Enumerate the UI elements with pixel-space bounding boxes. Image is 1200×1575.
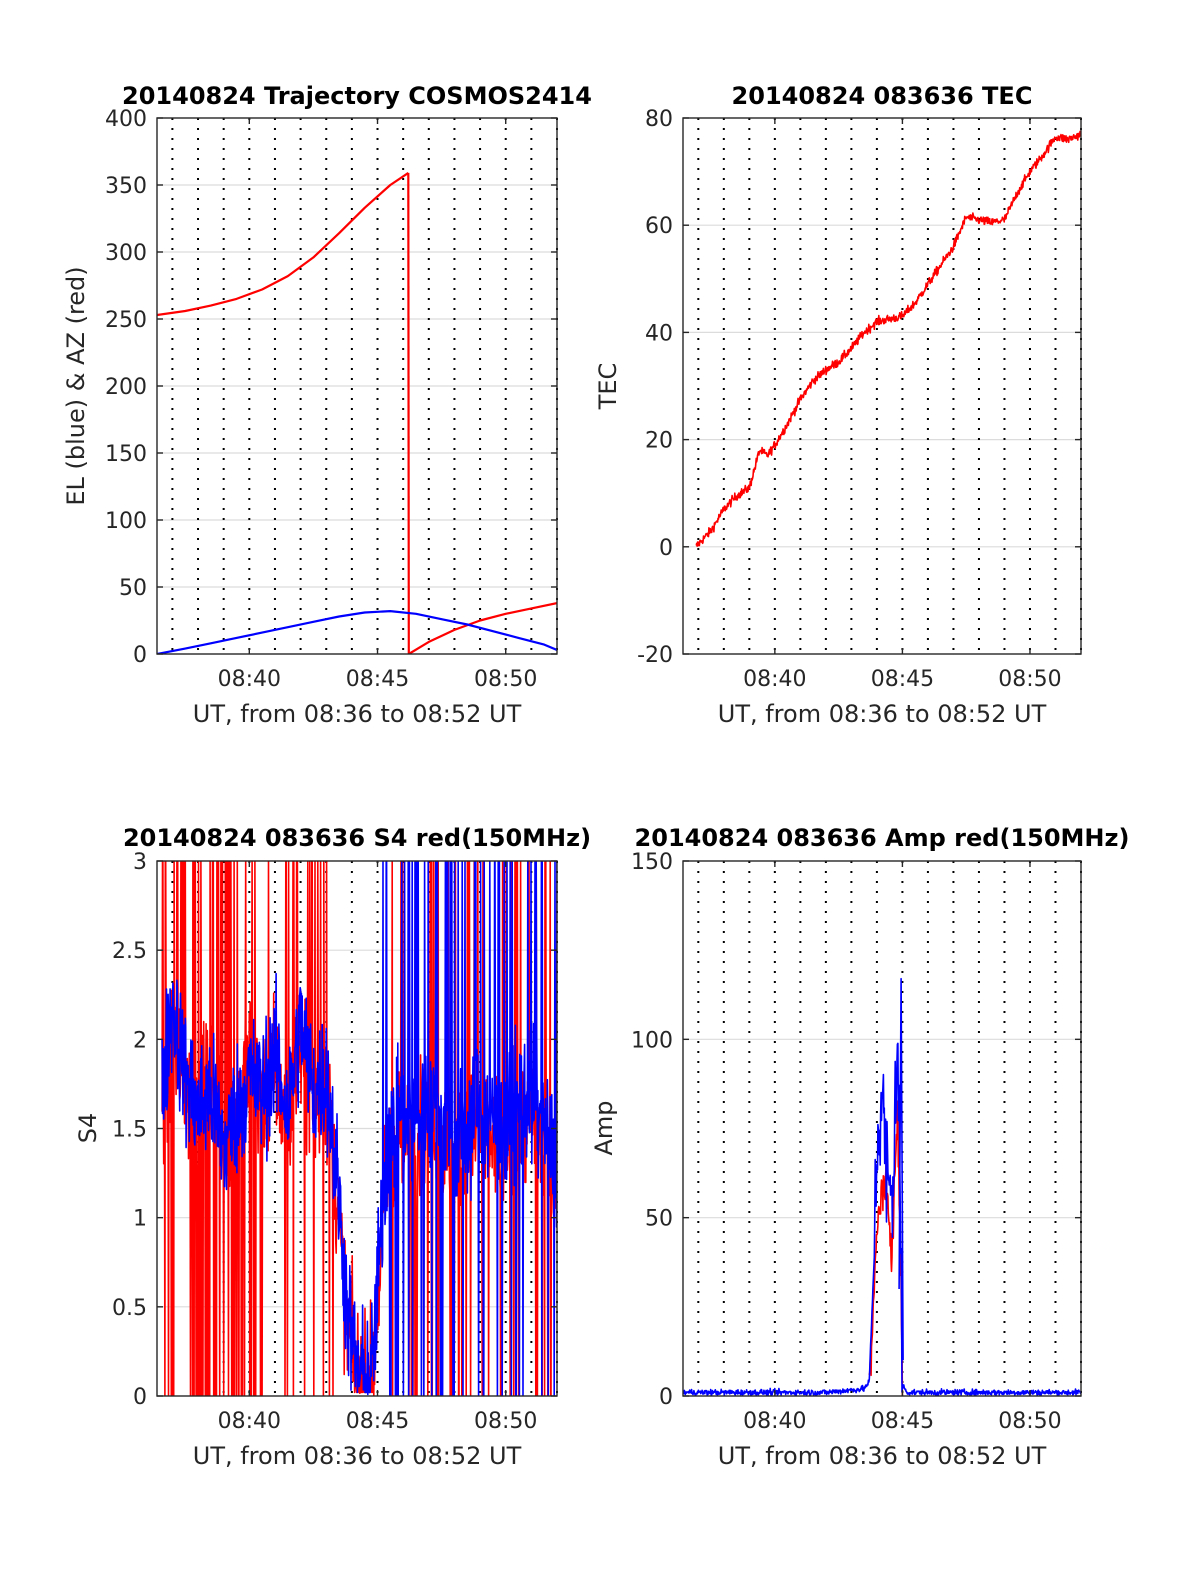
amp-ticks: 0 50 100 150 08:40 08:45 08:50 [631,850,1081,1434]
s4-data [161,861,557,1396]
tec-ytick-label-3: 40 [645,321,673,346]
amp-xtick-label-0: 08:40 [743,1409,806,1434]
trajectory-ytick-label-8: 400 [105,107,147,132]
amp-xlabel: UT, from 08:36 to 08:52 UT [718,1442,1047,1470]
trajectory-ytick-label-0: 0 [133,643,147,668]
s4-ytick-label-2: 1 [133,1207,147,1232]
s4-ytick-label-1: 0.5 [112,1296,147,1321]
trajectory-ytick-label-7: 350 [105,174,147,199]
tec-ylabel: TEC [594,363,622,411]
amp-axes [682,860,1082,1397]
trajectory-ytick-label-4: 200 [105,375,147,400]
amp-panel: 20140824 083636 Amp red(150MHz) UT, from… [590,824,1129,1470]
tec-ytick-label-4: 60 [645,214,673,239]
trajectory-series-0-line [157,171,409,317]
s4-plot-area [161,861,557,1396]
trajectory-xtick-label-1: 08:45 [346,667,409,692]
tec-plot-area [695,130,1081,547]
trajectory-ytick-label-1: 50 [119,576,147,601]
s4-xtick-label-0: 08:40 [218,1409,281,1434]
trajectory-ytick-label-3: 150 [105,442,147,467]
trajectory-xtick-label-2: 08:50 [474,667,537,692]
trajectory-plot-area [157,171,557,654]
amp-grid [683,861,1082,1396]
trajectory-series-1-line [407,172,410,654]
tec-ytick-label-2: 20 [645,429,673,454]
tec-xlabel: UT, from 08:36 to 08:52 UT [718,700,1047,728]
tec-title: 20140824 083636 TEC [732,82,1033,110]
s4-ytick-label-0: 0 [133,1385,147,1410]
s4-ytick-label-5: 2.5 [112,939,147,964]
s4-title: 20140824 083636 S4 red(150MHz) [123,824,591,852]
amp-ytick-label-1: 50 [645,1207,673,1232]
tec-ytick-label-0: -20 [637,643,673,668]
trajectory-ylabel: EL (blue) & AZ (red) [62,266,90,505]
amp-data [683,977,1081,1396]
trajectory-series-2-line [408,602,557,654]
amp-ytick-label-0: 0 [659,1385,673,1410]
s4-panel: 20140824 083636 S4 red(150MHz) UT, from … [74,824,591,1470]
trajectory-panel: 20140824 Trajectory COSMOS2414 UT, from … [62,82,592,728]
s4-ytick-label-6: 3 [133,850,147,875]
s4-xtick-label-1: 08:45 [346,1409,409,1434]
trajectory-title: 20140824 Trajectory COSMOS2414 [122,82,592,110]
trajectory-ytick-label-2: 100 [105,509,147,534]
s4-ytick-label-3: 1.5 [112,1118,147,1143]
s4-ticks: 0 0.5 1 1.5 2 2.5 3 08:40 08:45 08:50 [112,850,557,1434]
amp-series-1-line [683,977,1081,1396]
trajectory-grid [157,118,558,654]
tec-xtick-label-0: 08:40 [743,667,806,692]
amp-plot-area [683,977,1081,1396]
amp-xtick-label-1: 08:45 [871,1409,934,1434]
trajectory-axes [156,117,558,655]
tec-xtick-label-1: 08:45 [871,667,934,692]
tec-ytick-label-5: 80 [645,107,673,132]
s4-ylabel: S4 [74,1113,102,1144]
tec-xtick-label-2: 08:50 [998,667,1061,692]
tec-data [695,130,1081,547]
amp-ytick-label-3: 150 [631,850,673,875]
trajectory-ytick-label-5: 250 [105,308,147,333]
tec-series-0-line [695,130,1081,547]
trajectory-series-3-line [157,610,557,654]
s4-series-1-line [161,861,557,1396]
s4-ytick-label-4: 2 [133,1028,147,1053]
trajectory-xtick-label-0: 08:40 [218,667,281,692]
tec-axes [682,117,1082,655]
amp-title: 20140824 083636 Amp red(150MHz) [635,824,1130,852]
trajectory-ytick-label-6: 300 [105,241,147,266]
trajectory-ticks: 0 50 100 150 200 250 300 350 400 08:40 08:45 08:50 [105,107,557,692]
amp-xtick-label-2: 08:50 [998,1409,1061,1434]
tec-grid [683,118,1082,654]
s4-axes [156,860,558,1397]
trajectory-data [157,171,557,654]
trajectory-xlabel: UT, from 08:36 to 08:52 UT [193,700,522,728]
amp-ylabel: Amp [590,1100,618,1155]
tec-ytick-label-1: 0 [659,536,673,561]
s4-xtick-label-2: 08:50 [474,1409,537,1434]
amp-ytick-label-2: 100 [631,1028,673,1053]
tec-panel: 20140824 083636 TEC UT, from 08:36 to 08… [594,82,1082,728]
s4-xlabel: UT, from 08:36 to 08:52 UT [193,1442,522,1470]
